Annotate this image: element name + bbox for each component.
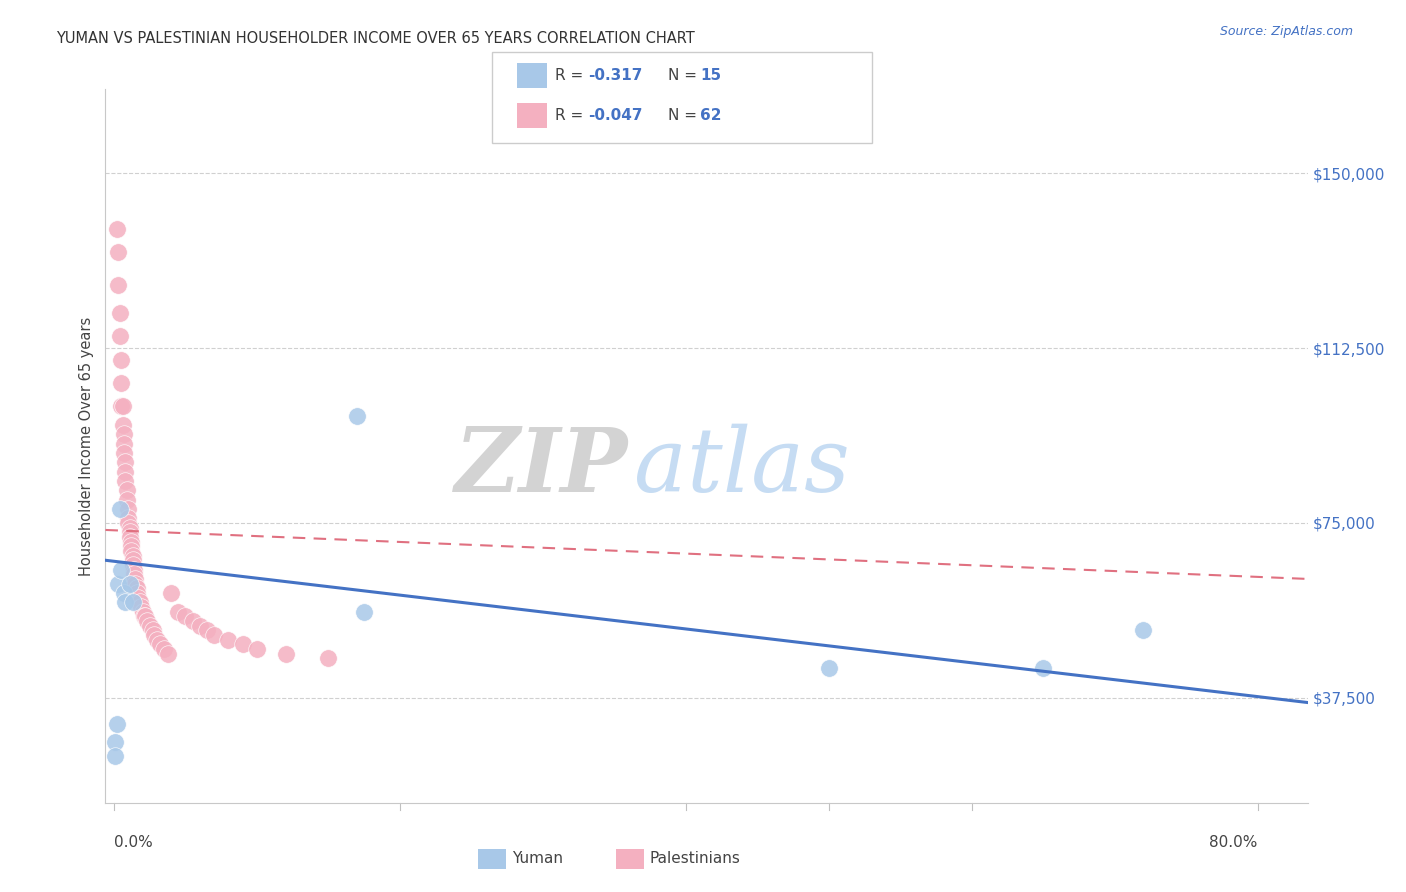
Point [146,632,169,647]
Point [318,651,340,665]
Point [135,614,157,628]
Point [115,492,138,507]
Text: -0.047: -0.047 [588,108,643,122]
Point [195,624,218,638]
Point [112,436,135,450]
Point [124,572,146,586]
Point [104,749,127,764]
Point [107,278,129,293]
Point [110,400,132,414]
Point [122,563,145,577]
Point [120,539,142,553]
Point [128,595,150,609]
Point [122,567,145,582]
Point [114,455,136,469]
Point [149,637,172,651]
Point [274,647,297,661]
Point [124,576,146,591]
Point [107,576,129,591]
Point [115,483,138,498]
Point [174,609,197,624]
Point [111,417,134,432]
Text: 62: 62 [700,108,721,122]
Point [118,525,141,540]
Point [108,329,131,343]
Point [121,549,143,563]
Point [353,605,375,619]
Point [246,641,269,656]
Text: Palestinians: Palestinians [650,852,741,866]
Point [127,591,149,605]
Point [134,609,156,624]
Point [110,352,132,367]
Point [112,446,135,460]
Point [1032,660,1054,674]
Point [143,628,166,642]
Point [121,553,143,567]
Point [125,586,148,600]
Point [153,641,176,656]
Point [125,581,148,595]
Text: N =: N = [668,108,702,122]
Text: Yuman: Yuman [512,852,562,866]
Text: 15: 15 [700,69,721,83]
Point [121,558,143,572]
Point [118,576,141,591]
Point [104,735,127,749]
Point [132,609,155,624]
Point [118,521,141,535]
Text: ZIP: ZIP [456,425,628,510]
Point [188,618,211,632]
Point [217,632,239,647]
Point [121,595,143,609]
Text: N =: N = [668,69,702,83]
Point [131,605,153,619]
Point [114,595,136,609]
Point [167,605,190,619]
Point [142,624,165,638]
Point [817,660,839,674]
Point [114,474,136,488]
Text: -0.317: -0.317 [588,69,643,83]
Point [107,245,129,260]
Point [118,530,141,544]
Text: R =: R = [555,69,589,83]
Point [117,516,139,530]
Point [112,427,135,442]
Point [105,222,128,236]
Point [114,465,136,479]
Text: atlas: atlas [634,424,851,511]
Point [181,614,204,628]
Point [160,586,183,600]
Point [202,628,225,642]
Point [105,716,128,731]
Point [129,599,152,614]
Point [108,306,131,320]
Point [232,637,254,651]
Point [110,376,132,390]
Point [117,502,139,516]
Point [157,647,180,661]
Point [111,400,134,414]
Point [110,563,132,577]
Y-axis label: Householder Income Over 65 years: Householder Income Over 65 years [79,317,94,575]
Text: YUMAN VS PALESTINIAN HOUSEHOLDER INCOME OVER 65 YEARS CORRELATION CHART: YUMAN VS PALESTINIAN HOUSEHOLDER INCOME … [56,31,695,46]
Point [120,534,142,549]
Point [112,586,135,600]
Text: Source: ZipAtlas.com: Source: ZipAtlas.com [1219,25,1353,38]
Point [139,618,162,632]
Text: 0.0%: 0.0% [114,836,153,850]
Text: R =: R = [555,108,589,122]
Point [346,409,368,423]
Point [120,544,142,558]
Text: 80.0%: 80.0% [1209,836,1257,850]
Point [108,502,131,516]
Point [1132,624,1154,638]
Point [117,511,139,525]
